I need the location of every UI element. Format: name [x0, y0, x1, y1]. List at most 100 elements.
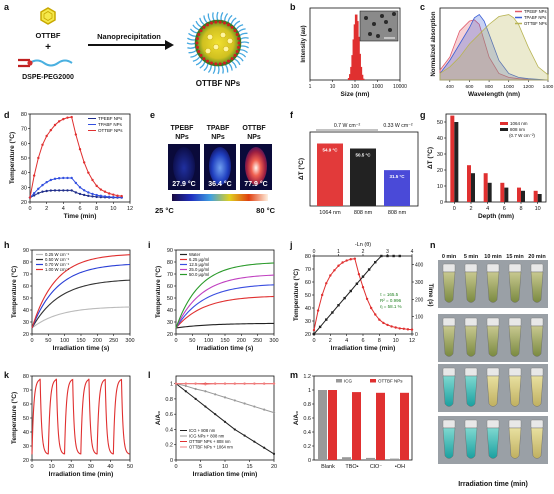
temperature-marker: [95, 195, 98, 199]
x-tick-label: 2: [469, 206, 472, 212]
peg-brush-icon: [188, 49, 198, 54]
temperature-marker: [82, 193, 86, 197]
legend-label: 6.25 μg/ml: [189, 257, 209, 262]
vial-cap-icon: [464, 419, 478, 429]
temperature-marker: [32, 174, 36, 177]
vial-solution-icon: [464, 375, 478, 407]
y-tick-label: 40: [23, 308, 29, 314]
panel-h: 0 50 100 150 200 250 300 20 30 40 50 60 70 80 90 Irradi…: [10, 248, 135, 352]
lipid-dot-icon: [235, 32, 239, 36]
x-tick-label: 100: [351, 84, 360, 90]
vial-solution-icon: [464, 271, 478, 303]
heating-curve: [175, 322, 275, 329]
polymer-label: DSPE-PEG2000: [22, 74, 74, 81]
y-tick-label: 70: [23, 272, 29, 278]
vial-solution-icon: [486, 375, 500, 407]
temperature-marker: [70, 115, 73, 119]
temperature-marker: [32, 192, 36, 195]
time-label: 15 min: [506, 254, 524, 260]
vial-cap-icon: [530, 317, 544, 327]
x-tick-label: 300: [269, 338, 278, 344]
legend-label: OTTBF NPs: [378, 379, 403, 384]
x-tick-label: 100: [60, 338, 69, 344]
y-tick-label: 50: [21, 156, 27, 162]
x-tick-label: 1000: [372, 84, 383, 90]
y-tick-label: 30: [167, 320, 173, 326]
y-tick-label: 0.6: [303, 416, 311, 422]
size-bar: [359, 66, 363, 80]
vial-cap-icon: [442, 263, 456, 273]
scale-min-label: 25 °C: [155, 206, 174, 215]
x-axis-label: Irradiation time (min): [193, 471, 258, 478]
temperature-marker: [37, 156, 40, 160]
lipid-dot-icon: [199, 29, 203, 33]
y-tick-label: 90: [167, 248, 173, 254]
y-tick-label: 40: [21, 171, 27, 177]
x-tick-label: 300: [125, 338, 134, 344]
y-tick-label: 80: [23, 374, 29, 380]
hexagon-molecule-icon: [40, 7, 56, 25]
y-axis-label: Temperature (°C): [292, 269, 300, 321]
panel-letter-a: a: [4, 2, 10, 12]
stability-marker: [204, 383, 207, 386]
lipid-dot-icon: [197, 32, 201, 36]
temperature-marker: [116, 194, 119, 197]
lipid-dot-icon: [227, 23, 230, 27]
panel-letter-e: e: [150, 110, 155, 120]
temperature-readout: 36.4 °C: [208, 180, 231, 188]
temperature-marker: [74, 181, 78, 185]
fit-marker: [337, 304, 340, 307]
vial-cap-icon: [464, 317, 478, 327]
y-tick-label: 70: [23, 388, 29, 394]
peg-brush-icon: [238, 49, 248, 54]
x-axis-label: Irradiation time (s): [53, 345, 110, 352]
temperature-marker: [45, 189, 48, 193]
y-tick-label: 20: [167, 332, 173, 338]
temperature-marker: [70, 189, 73, 192]
y-tick-label: 80: [23, 260, 29, 266]
vial-solution-icon: [508, 427, 522, 459]
panel-letter-d: d: [4, 110, 10, 120]
y-tick-label: 70: [21, 127, 27, 133]
tem-particle-icon: [368, 32, 372, 36]
x-tick-label: 0: [312, 338, 315, 344]
y-tick-label: 20: [305, 332, 311, 338]
stability-marker: [233, 382, 236, 385]
y-tick-label: 1: [308, 388, 311, 394]
x-tick-label: 50: [127, 464, 133, 470]
temperature-marker: [91, 178, 94, 182]
ros-bar: [342, 457, 351, 460]
temperature-marker: [386, 323, 389, 327]
peg-brush-icon: [212, 64, 216, 74]
depth-bar: [521, 190, 525, 202]
lipid-dot-icon: [218, 62, 222, 66]
right-tick-label: 300: [415, 280, 424, 286]
tem-particle-icon: [364, 16, 368, 20]
panel-g: 0 2 4 6 8 10 0 10 20 30 40 50 Depth (mm) ΔT (°C) 1064 …: [426, 113, 547, 220]
x-tick-label: 0: [174, 464, 177, 470]
x-tick-label: 600: [465, 84, 473, 90]
y-tick-label: 80: [21, 112, 27, 118]
sample-label: NPs: [211, 134, 225, 141]
legend-label: Water: [189, 252, 201, 257]
peg-brush-icon: [187, 37, 197, 41]
x-tick-label: 2: [329, 338, 332, 344]
temperature-marker: [107, 192, 111, 195]
heating-curve: [175, 284, 275, 329]
fit-marker: [355, 282, 359, 285]
stability-marker: [272, 382, 276, 385]
stability-marker: [204, 390, 207, 393]
x-tick-label: 8: [519, 206, 522, 212]
x-tick-label: 40: [107, 464, 113, 470]
temperature-marker: [345, 259, 348, 262]
lipid-dot-icon: [237, 37, 241, 41]
temperature-marker: [107, 195, 111, 199]
y-axis-label: Intensity (au): [301, 25, 307, 62]
temperature-marker: [62, 176, 65, 180]
bar-data-label: 31.5 °C: [389, 174, 405, 179]
depth-bar: [500, 182, 505, 202]
temperature-marker: [337, 264, 340, 267]
lipid-dot-icon: [233, 29, 237, 33]
y-axis-label: Temperature (°C): [10, 266, 18, 318]
lipid-dot-icon: [230, 25, 234, 29]
